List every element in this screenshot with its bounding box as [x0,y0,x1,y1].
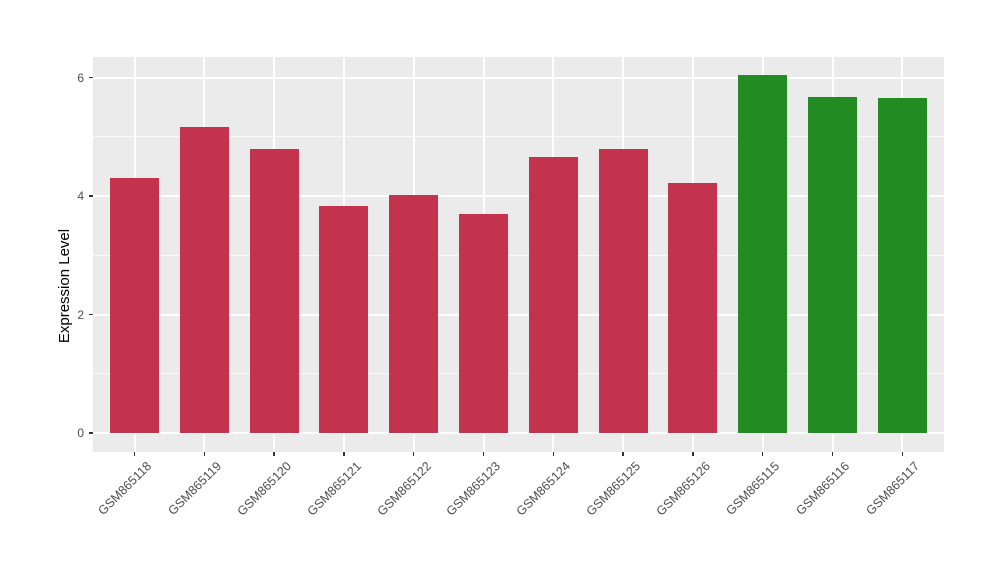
bar-GSM865117 [877,97,927,434]
y-tick-label-4: 4 [77,189,84,204]
bar-GSM865122 [389,194,439,434]
x-tick-mark-GSM865115 [761,452,764,456]
y-tick-label-6: 6 [77,70,84,85]
gridline-minor-y3 [93,254,944,256]
bar-GSM865116 [808,96,857,434]
chart-panel [93,57,944,452]
x-tick-mark-GSM865120 [273,452,275,456]
y-tick-label-2: 2 [77,307,84,322]
gridline-minor-y1 [93,373,944,375]
x-tick-label-GSM865119: GSM865119 [165,459,225,518]
x-tick-label-GSM865125: GSM865125 [583,459,644,519]
bar-GSM865121 [319,205,369,434]
x-tick-mark-GSM865117 [901,452,904,456]
bar-GSM865125 [598,149,648,434]
y-tick-label-0: 0 [77,426,84,441]
x-tick-mark-GSM865118 [133,452,136,456]
bar-GSM865124 [528,157,578,434]
y-tick-mark-6 [89,76,93,79]
x-tick-label-GSM865126: GSM865126 [653,459,713,519]
y-tick-mark-2 [89,313,93,316]
x-tick-mark-GSM865119 [203,452,206,456]
x-tick-label-GSM865124: GSM865124 [513,459,574,519]
bar-GSM865118 [110,177,159,434]
y-axis-title: Expression Level [56,228,73,344]
x-tick-label-GSM865123: GSM865123 [443,459,504,519]
x-tick-mark-GSM865125 [622,452,624,456]
bar-GSM865119 [179,127,229,434]
x-tick-mark-GSM865126 [692,452,694,456]
x-tick-mark-GSM865121 [343,452,345,456]
x-tick-mark-GSM865124 [552,452,555,456]
x-tick-mark-GSM865116 [831,452,834,456]
x-tick-label-GSM865121: GSM865121 [304,459,364,519]
gridline-major-y6 [93,76,944,79]
bar-GSM865126 [668,183,718,434]
x-tick-label-GSM865118: GSM865118 [95,459,155,518]
bar-GSM865120 [249,148,299,434]
gridline-major-y0 [93,432,944,435]
gridline-minor-y5 [93,136,944,138]
x-tick-mark-GSM865123 [482,452,485,456]
y-tick-mark-0 [89,432,93,434]
bar-GSM865123 [459,213,508,434]
x-tick-label-GSM865120: GSM865120 [234,459,295,519]
x-tick-label-GSM865122: GSM865122 [374,459,434,519]
x-tick-label-GSM865117: GSM865117 [863,459,923,518]
bar-GSM865115 [738,74,788,434]
gridline-major-y2 [93,313,944,316]
x-tick-label-GSM865116: GSM865116 [793,459,853,518]
x-tick-label-GSM865115: GSM865115 [723,459,783,518]
x-tick-mark-GSM865122 [412,452,415,456]
gridline-major-y4 [93,195,944,198]
y-tick-mark-4 [89,195,93,197]
